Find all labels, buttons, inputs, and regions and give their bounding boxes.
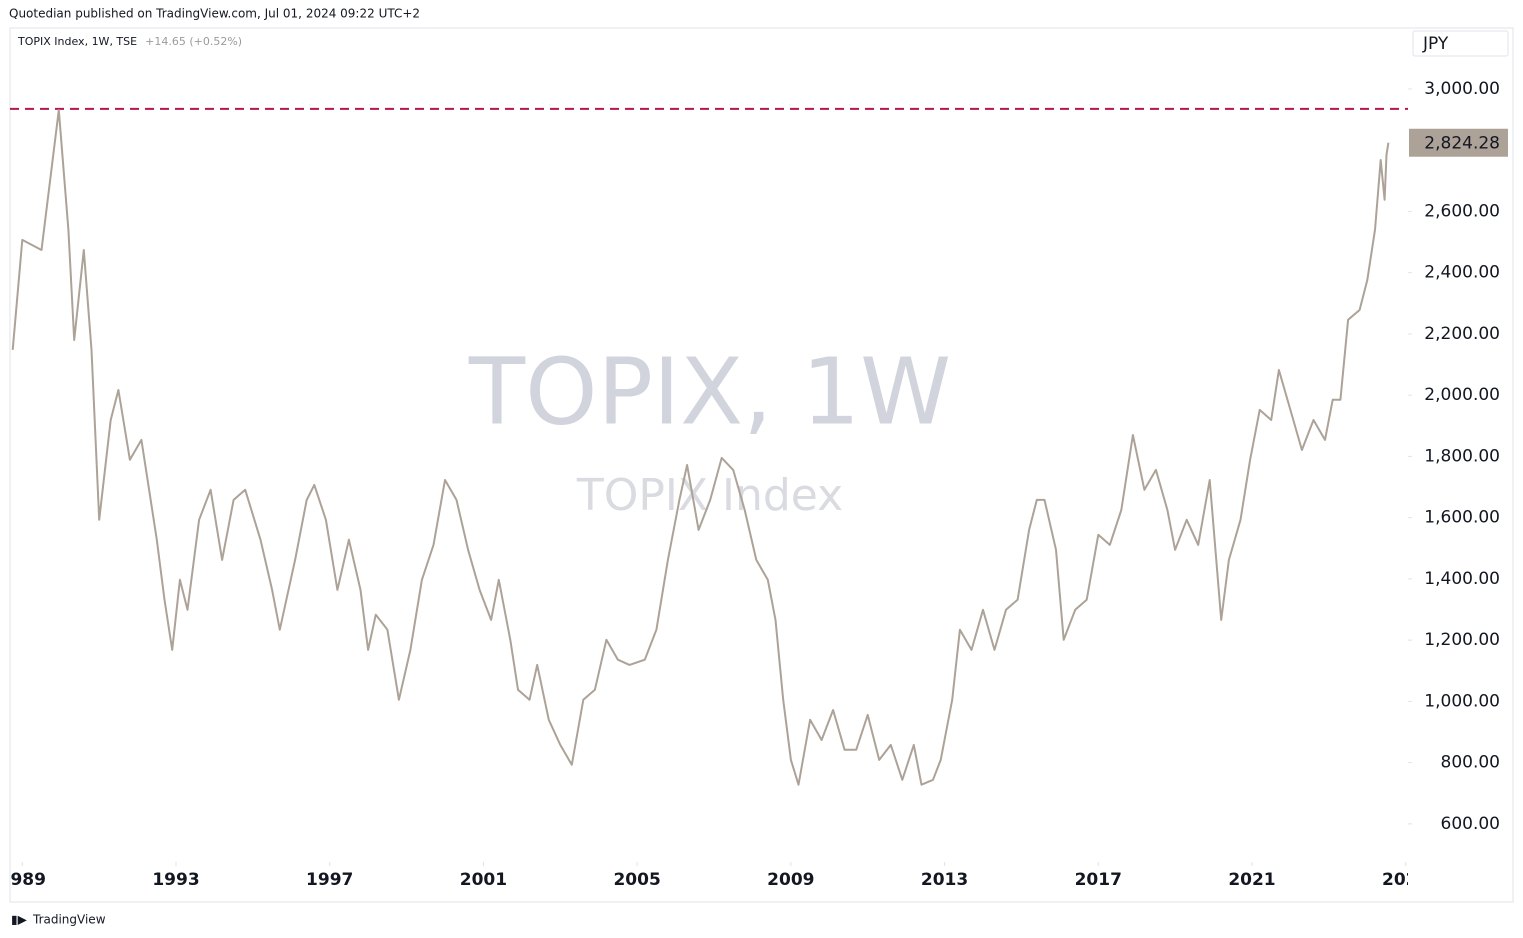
x-tick-label: 1997	[306, 870, 353, 890]
watermark: TOPIX, 1W	[468, 338, 951, 445]
y-tick-label: 600.00	[1441, 814, 1500, 834]
x-tick-label: 2005	[613, 870, 660, 890]
last-price-box	[1409, 128, 1508, 157]
x-tick-label: 2021	[1228, 870, 1275, 890]
price-line	[11, 109, 1390, 786]
frame	[9, 27, 1514, 903]
y-tick-label: 800.00	[1441, 753, 1500, 773]
change: +14.65 (+0.52%)	[145, 35, 242, 48]
currency[interactable]: JPY	[1422, 34, 1449, 54]
y-tick-label: 1,000.00	[1424, 691, 1500, 711]
brand-logo: ▮▶	[11, 913, 28, 927]
y-tick-label: 3,000.00	[1424, 79, 1500, 99]
chart-title: TOPIX Index, 1W, TSE	[17, 35, 137, 48]
y-tick-label: 2,600.00	[1424, 201, 1500, 221]
plot: 1989 1993 1997 2001 2005 2009 2013 2017 2021 2025	[0, 107, 1429, 890]
y-tick-label: 1,800.00	[1424, 446, 1500, 466]
watermark-subtitle: TOPIX Index	[576, 470, 843, 521]
y-tick-label: 2,400.00	[1424, 263, 1500, 283]
x-tick-label: 2025	[1382, 870, 1429, 890]
x-tick-label: 2009	[767, 870, 814, 890]
y-tick-label: 1,600.00	[1424, 508, 1500, 528]
y-tick-label: 1,400.00	[1424, 569, 1500, 589]
last-price-label: 2,824.28	[1424, 134, 1500, 154]
x-tick-label: 2017	[1075, 870, 1122, 890]
y-tick-label: 1,200.00	[1424, 630, 1500, 650]
x-tick-label: 1993	[152, 870, 199, 890]
x-tick-label: 2013	[921, 870, 968, 890]
brand: TradingView	[32, 913, 106, 927]
x-tick-label: 1989	[0, 870, 46, 890]
y-tick-label: 2,200.00	[1424, 324, 1500, 344]
currency-box[interactable]	[1412, 30, 1509, 57]
y-tick-label: 2,000.00	[1424, 385, 1500, 405]
publisher: Quotedian published on TradingView.com, …	[9, 7, 420, 21]
x-tick-label: 2001	[460, 870, 507, 890]
